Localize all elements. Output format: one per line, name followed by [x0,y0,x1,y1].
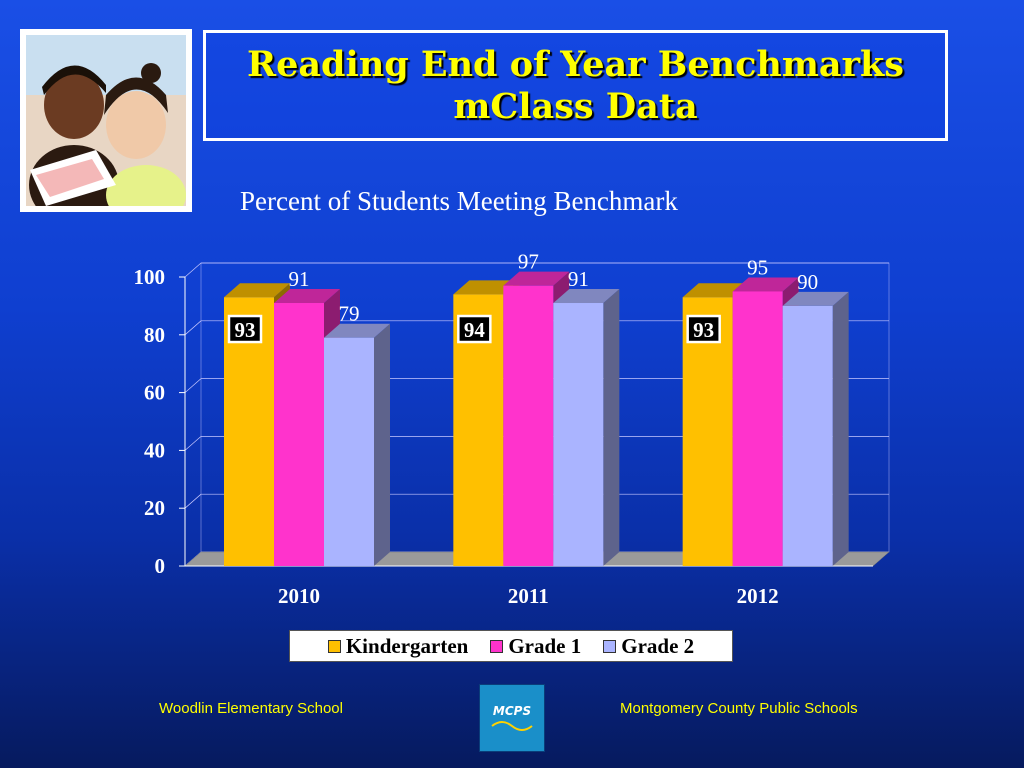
y-tick-label: 80 [144,323,165,347]
bar-top [324,323,390,338]
gridline-side [184,378,202,393]
bar-top [782,291,849,306]
wave-icon [491,721,533,731]
bar-top [553,289,620,304]
legend-item-kindergarten: Kindergarten [327,633,469,659]
bar-top [453,280,520,295]
mcps-logo-text: MCPS [492,704,532,718]
chart-title: Percent of Students Meeting Benchmark [240,186,678,216]
data-label: 90 [797,270,818,294]
bar [553,303,604,566]
legend-label-grade-2: Grade 2 [621,633,695,658]
bar [732,291,783,566]
legend-swatch-grade-1 [490,639,504,653]
legend-swatch-kindergarten [327,639,341,653]
bar-top [732,277,799,292]
data-label: 97 [518,250,539,274]
legend-label-grade-1: Grade 1 [508,633,582,658]
data-label-box [457,314,492,344]
data-label: 79 [339,302,360,326]
data-label-box [686,314,721,344]
bar-top [274,289,340,304]
legend-label-kindergarten: Kindergarten [345,633,469,658]
slide-title-line-1: Reading End of Year Benchmarks [247,43,904,85]
bar [324,337,374,566]
bar-side [374,323,390,566]
slide-title-line-2: mClass Data [453,85,698,127]
bar [274,303,324,566]
gridline-side [184,262,202,278]
y-tick-label: 40 [144,438,165,462]
data-label: 93 [693,318,714,342]
bar [503,285,554,566]
data-label: 95 [747,255,768,279]
gridline-side [184,320,202,336]
legend-item-grade-1: Grade 1 [490,634,581,659]
mcps-logo: MCPS [479,684,545,752]
legend-item-grade-2: Grade 2 [603,634,694,659]
teacher-reading-with-student-photo [26,35,186,206]
data-label: 91 [289,267,310,291]
gridline-side [184,436,202,451]
footer-district-name: Montgomery County Public Schools [620,700,858,717]
y-tick-label: 100 [134,265,166,289]
data-label: 91 [568,267,589,291]
y-tick-label: 60 [144,381,165,405]
x-tick-label: 2011 [508,584,549,608]
bar-side [832,291,849,566]
bar [782,305,833,566]
gridline-side [184,493,202,509]
data-label: 94 [464,318,486,342]
data-label: 93 [235,318,256,342]
legend-swatch-grade-2 [603,639,617,653]
bar-top [224,283,290,298]
y-tick-label: 20 [144,496,165,520]
bar-side [603,289,620,566]
photo [20,29,192,212]
x-tick-label: 2010 [278,584,320,608]
bar-top [503,271,570,286]
x-tick-label: 2012 [737,584,779,608]
data-label-box [227,314,263,344]
bar-top [682,283,749,298]
title-box: Reading End of Year Benchmarks mClass Da… [203,30,948,141]
chart-legend: Kindergarten Grade 1 Grade 2 [289,630,733,662]
footer-school-name: Woodlin Elementary School [159,700,343,717]
y-tick-label: 0 [155,554,166,578]
